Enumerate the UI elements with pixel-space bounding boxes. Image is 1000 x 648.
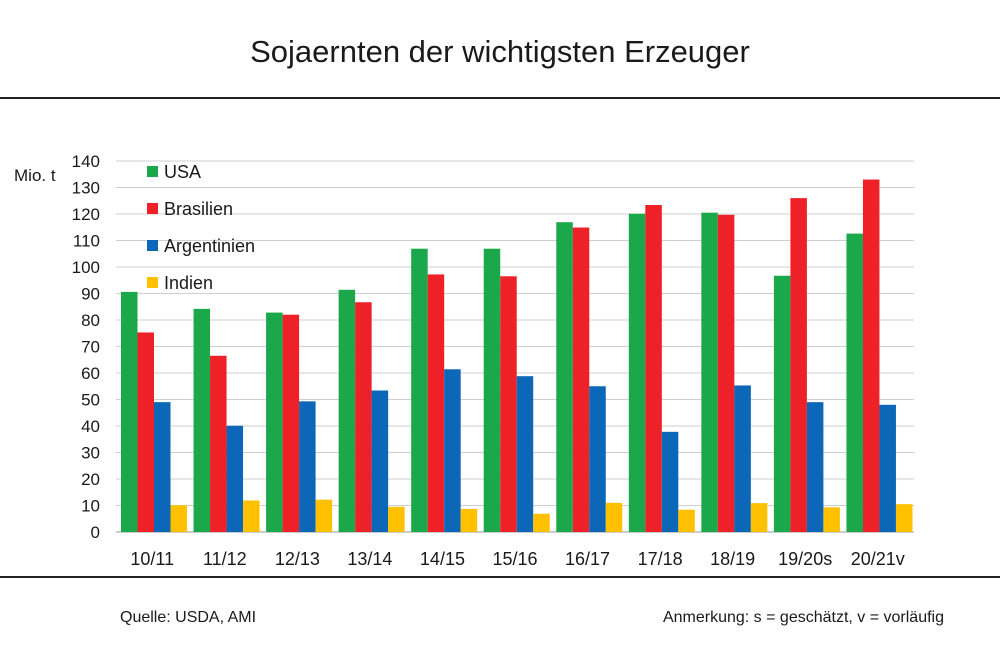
bar-indien-13/14: [388, 506, 405, 532]
bar-usa-12/13: [266, 312, 283, 532]
bar-brasilien-13/14: [355, 302, 372, 532]
bar-argentinien-18/19: [734, 385, 751, 532]
y-tick-label: 130: [72, 179, 100, 198]
bar-brasilien-18/19: [717, 214, 735, 533]
y-tick-label: 10: [81, 497, 100, 516]
bar-indien-16/17: [605, 502, 623, 532]
bar-indien-17/18: [678, 509, 695, 532]
annotation-note: Anmerkung: s = geschätzt, v = vorläufig: [662, 609, 944, 626]
page-title: Sojaernten der wichtigsten Erzeuger: [250, 34, 750, 69]
bar-indien-18/19: [750, 503, 768, 532]
bar-argentinien-13/14: [371, 390, 389, 532]
y-tick-label: 40: [81, 417, 100, 436]
x-tick-label: 13/14: [347, 549, 392, 569]
bar-indien-12/13: [315, 499, 333, 532]
y-tick-label: 90: [81, 285, 100, 304]
y-tick-label: 140: [72, 152, 100, 171]
x-tick-label: 18/19: [710, 549, 755, 569]
y-tick-label: 30: [81, 444, 100, 463]
legend: USA Brasilien Argentinien Indien: [147, 162, 255, 293]
legend-label: Indien: [164, 273, 213, 293]
bar-indien-11/12: [243, 500, 260, 532]
x-tick-label: 14/15: [420, 549, 465, 569]
x-tick-label: 20/21v: [851, 549, 905, 569]
y-tick-label: 50: [81, 391, 100, 410]
bar-usa-10/11: [121, 291, 138, 532]
bar-usa-17/18: [628, 213, 646, 533]
x-tick-label: 15/16: [492, 549, 537, 569]
legend-swatch: [147, 203, 158, 214]
y-tick-labels: 0 10 20 30 40 50 60 70 80 90 100 110 120 130 140: [72, 152, 100, 542]
x-tick-labels: 10/11 11/12 12/13 13/14 14/15 15/16 16/17 17/18…: [130, 549, 904, 569]
bar-argentinien-12/13: [299, 401, 316, 532]
bar-usa-19/20s: [773, 275, 791, 532]
y-axis-label: Mio. t: [14, 166, 56, 185]
bar-brasilien-12/13: [282, 314, 300, 532]
y-tick-label: 60: [81, 364, 100, 383]
legend-label: Brasilien: [164, 199, 233, 219]
bar-argentinien-19/20s: [806, 402, 824, 532]
y-tick-label: 110: [73, 232, 100, 251]
y-tick-label: 100: [72, 258, 100, 277]
x-tick-label: 16/17: [565, 549, 610, 569]
x-tick-label: 17/18: [638, 549, 683, 569]
y-tick-label: 0: [91, 523, 100, 542]
bar-indien-10/11: [170, 505, 187, 532]
bar-argentinien-11/12: [226, 425, 244, 532]
bar-brasilien-19/20s: [790, 198, 807, 532]
bar-usa-14/15: [411, 248, 428, 532]
x-tick-label: 10/11: [130, 549, 174, 569]
bar-usa-20/21v: [846, 233, 863, 533]
bar-brasilien-16/17: [572, 227, 590, 532]
bar-argentinien-17/18: [661, 431, 679, 532]
legend-swatch: [147, 166, 158, 177]
top-divider: [0, 97, 1000, 99]
x-tick-label: 19/20s: [778, 549, 832, 569]
y-tick-label: 70: [81, 338, 100, 357]
bar-usa-15/16: [483, 248, 501, 532]
bar-brasilien-14/15: [427, 274, 445, 532]
bar-argentinien-14/15: [444, 369, 461, 532]
bar-argentinien-10/11: [154, 402, 171, 532]
x-tick-label: 11/12: [203, 549, 247, 569]
legend-label: USA: [164, 162, 201, 182]
y-tick-label: 20: [81, 470, 100, 489]
bars: [121, 179, 913, 533]
bar-brasilien-17/18: [645, 204, 662, 533]
y-tick-label: 80: [81, 311, 100, 330]
bar-usa-13/14: [338, 289, 356, 532]
x-tick-label: 12/13: [275, 549, 320, 569]
bar-indien-15/16: [533, 513, 550, 532]
bar-brasilien-15/16: [500, 276, 517, 532]
bar-brasilien-11/12: [210, 355, 227, 532]
legend-label: Argentinien: [164, 236, 255, 256]
bar-brasilien-20/21v: [862, 179, 880, 533]
source-note: Quelle: USDA, AMI: [120, 609, 257, 626]
bar-indien-19/20s: [823, 507, 840, 532]
bar-indien-14/15: [460, 508, 478, 532]
bar-indien-20/21v: [895, 504, 913, 532]
bar-argentinien-20/21v: [879, 404, 896, 532]
bar-usa-18/19: [701, 212, 718, 533]
legend-swatch: [147, 277, 158, 288]
bar-usa-16/17: [556, 222, 573, 532]
bar-argentinien-16/17: [589, 386, 606, 532]
bar-brasilien-10/11: [137, 332, 154, 532]
bar-usa-11/12: [193, 308, 211, 532]
bar-argentinien-15/16: [516, 376, 534, 532]
legend-swatch: [147, 240, 158, 251]
y-tick-label: 120: [72, 205, 100, 224]
bottom-divider: [0, 576, 1000, 578]
